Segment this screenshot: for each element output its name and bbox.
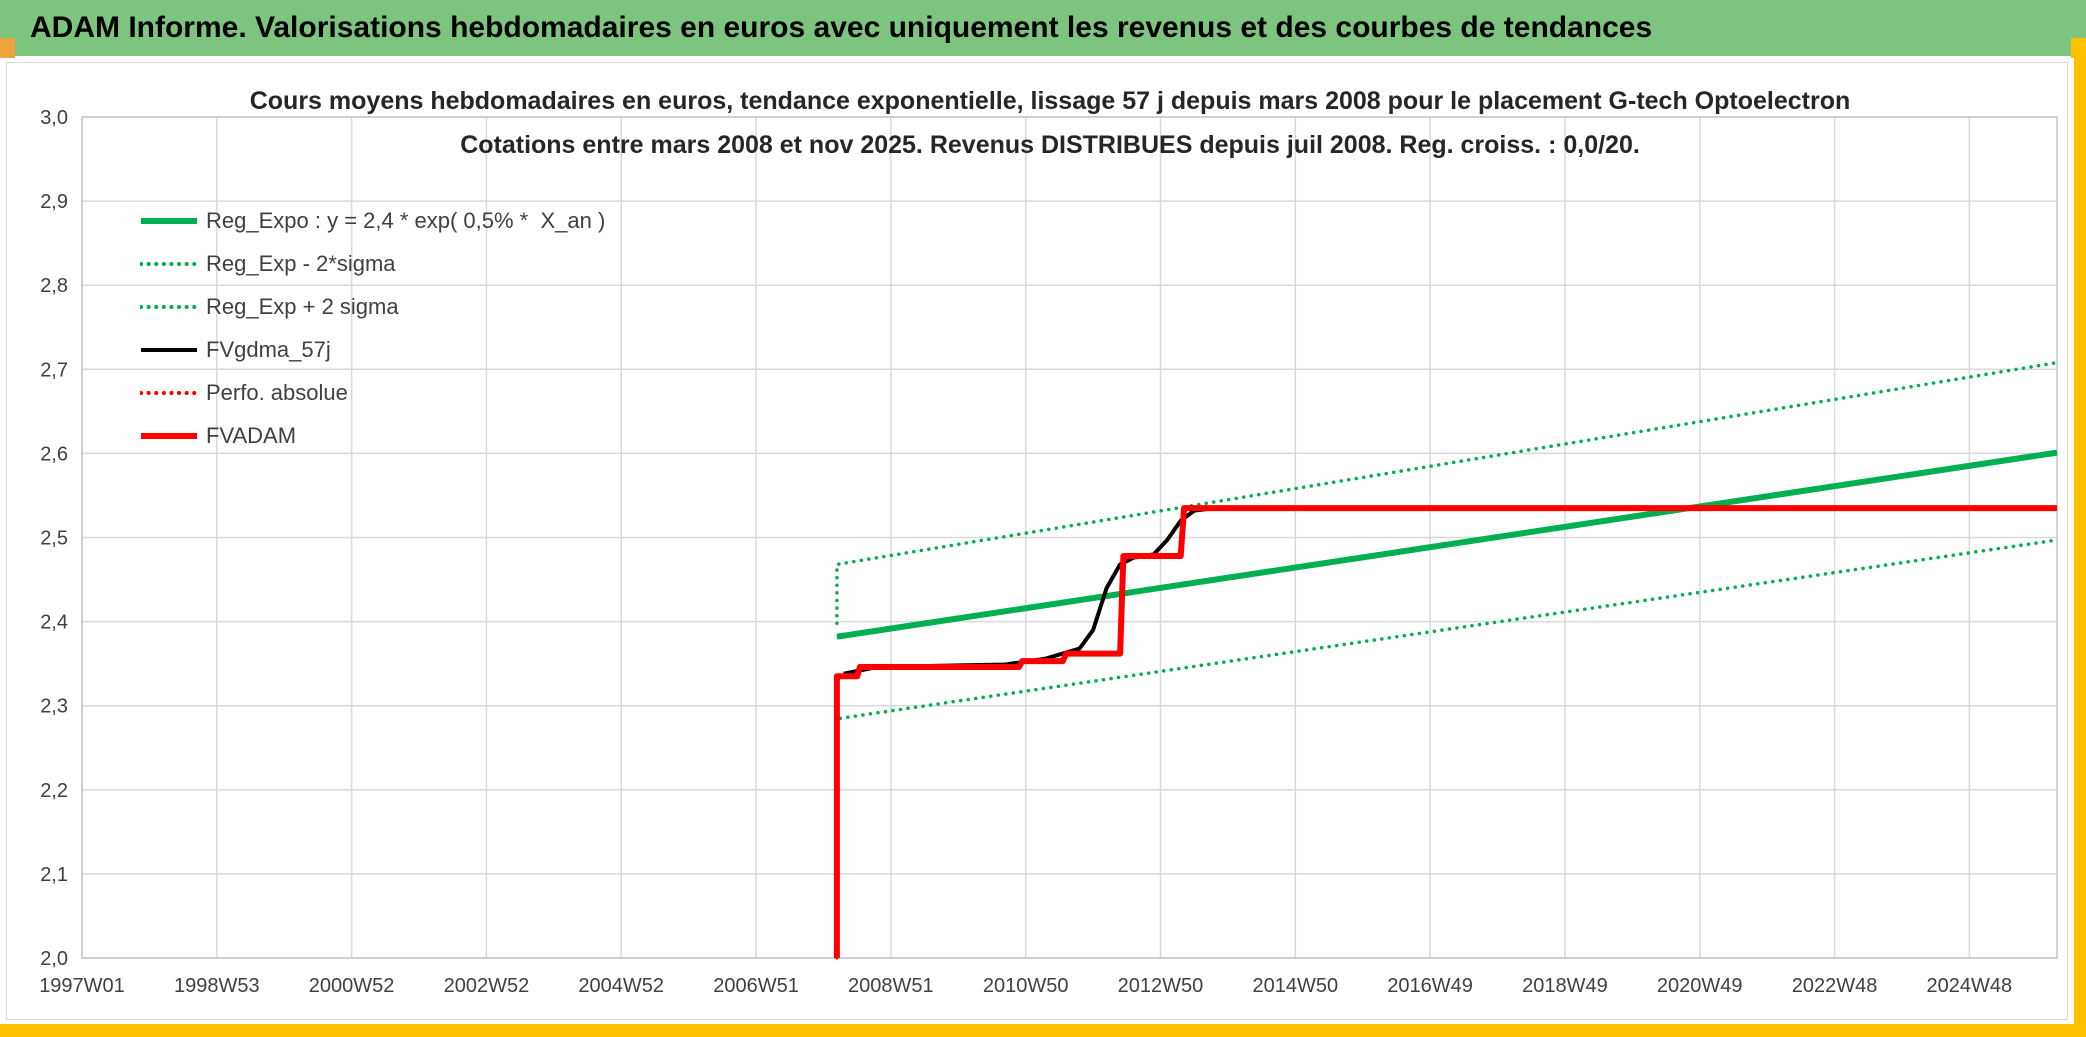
series-fvadam [833,505,2057,958]
y-axis-label: 2,0 [40,948,68,970]
legend-item-fvgdma_57j: FVgdma_57j [140,335,605,364]
x-axis-label: 2008W51 [848,975,934,997]
legend-label-perfo_absolue: Perfo. absolue [206,379,348,405]
legend-swatch-fvadam [141,432,197,439]
x-axis-label: 1998W53 [174,975,260,997]
legend-label-fvgdma_57j: FVgdma_57j [206,336,331,362]
legend-label-reg_expo: Reg_Expo : y = 2,4 * exp( 0,5% * X_an ) [206,207,606,233]
legend-item-perfo_absolue: Perfo. absolue [140,378,605,407]
x-axis-label: 2022W48 [1792,975,1878,997]
corner-accent-right [2071,38,2086,58]
x-axis-label: 2006W51 [713,975,799,997]
legend-label-reg_exp_minus_2sigma: Reg_Exp - 2*sigma [206,250,396,276]
legend-item-reg_expo: Reg_Expo : y = 2,4 * exp( 0,5% * X_an ) [140,206,605,235]
x-axis-label: 2014W50 [1252,975,1338,997]
right-accent-strip [2074,58,2086,1037]
y-axis-label: 2,3 [40,696,68,718]
legend-swatch-reg_exp_plus_2sigma [140,304,198,309]
legend-swatch-fvgdma_57j [141,347,197,352]
header-bar: ADAM Informe. Valorisations hebdomadaire… [0,0,2086,56]
series-reg_exp_minus_2sigma [838,538,2059,721]
x-axis-label: 2004W52 [578,975,664,997]
x-axis-label: 2016W49 [1387,975,1473,997]
legend-swatch-perfo_absolue [140,390,198,395]
series-reg_expo [836,449,2058,640]
legend-swatch-reg_exp_minus_2sigma [140,261,198,266]
y-axis-label: 3,0 [40,107,68,129]
legend-item-reg_exp_minus_2sigma: Reg_Exp - 2*sigma [140,249,605,278]
y-axis-label: 2,2 [40,780,68,802]
x-axis-label: 2012W50 [1118,975,1204,997]
legend-item-fvadam: FVADAM [140,421,605,450]
x-axis-label: 2018W49 [1522,975,1608,997]
chart-title-line2: Cotations entre mars 2008 et nov 2025. R… [460,131,1640,159]
corner-accent-left [0,38,15,58]
legend-label-reg_exp_plus_2sigma: Reg_Exp + 2 sigma [206,293,399,319]
y-axis-label: 2,1 [40,864,68,886]
header-title: ADAM Informe. Valorisations hebdomadaire… [30,11,1653,44]
legend-item-reg_exp_plus_2sigma: Reg_Exp + 2 sigma [140,292,605,321]
chart-title-line1: Cours moyens hebdomadaires en euros, ten… [249,87,1851,115]
x-axis-label: 2002W52 [444,975,530,997]
series-reg_exp_plus_2sigma [835,360,2059,626]
x-axis-label: 2020W49 [1657,975,1743,997]
y-axis-label: 2,7 [40,359,68,381]
y-axis-label: 2,6 [40,443,68,465]
x-axis-label: 2010W50 [983,975,1069,997]
bottom-accent-strip [0,1024,2086,1037]
legend-swatch-reg_expo [141,217,197,224]
y-axis-label: 2,5 [40,528,68,550]
x-axis-label: 2024W48 [1927,975,2013,997]
x-axis-label: 2000W52 [309,975,395,997]
chart-title: Cours moyens hebdomadaires en euros, ten… [100,86,2000,160]
x-axis-label: 1997W01 [39,975,125,997]
chart-container [6,62,2068,1020]
y-axis-label: 2,4 [40,612,68,634]
series-perfo_absolue [835,506,2059,960]
y-axis-label: 2,9 [40,191,68,213]
legend-label-fvadam: FVADAM [206,422,297,448]
plot-border [81,116,2058,959]
y-axis-label: 2,8 [40,275,68,297]
legend: Reg_Expo : y = 2,4 * exp( 0,5% * X_an ) R… [140,206,605,450]
